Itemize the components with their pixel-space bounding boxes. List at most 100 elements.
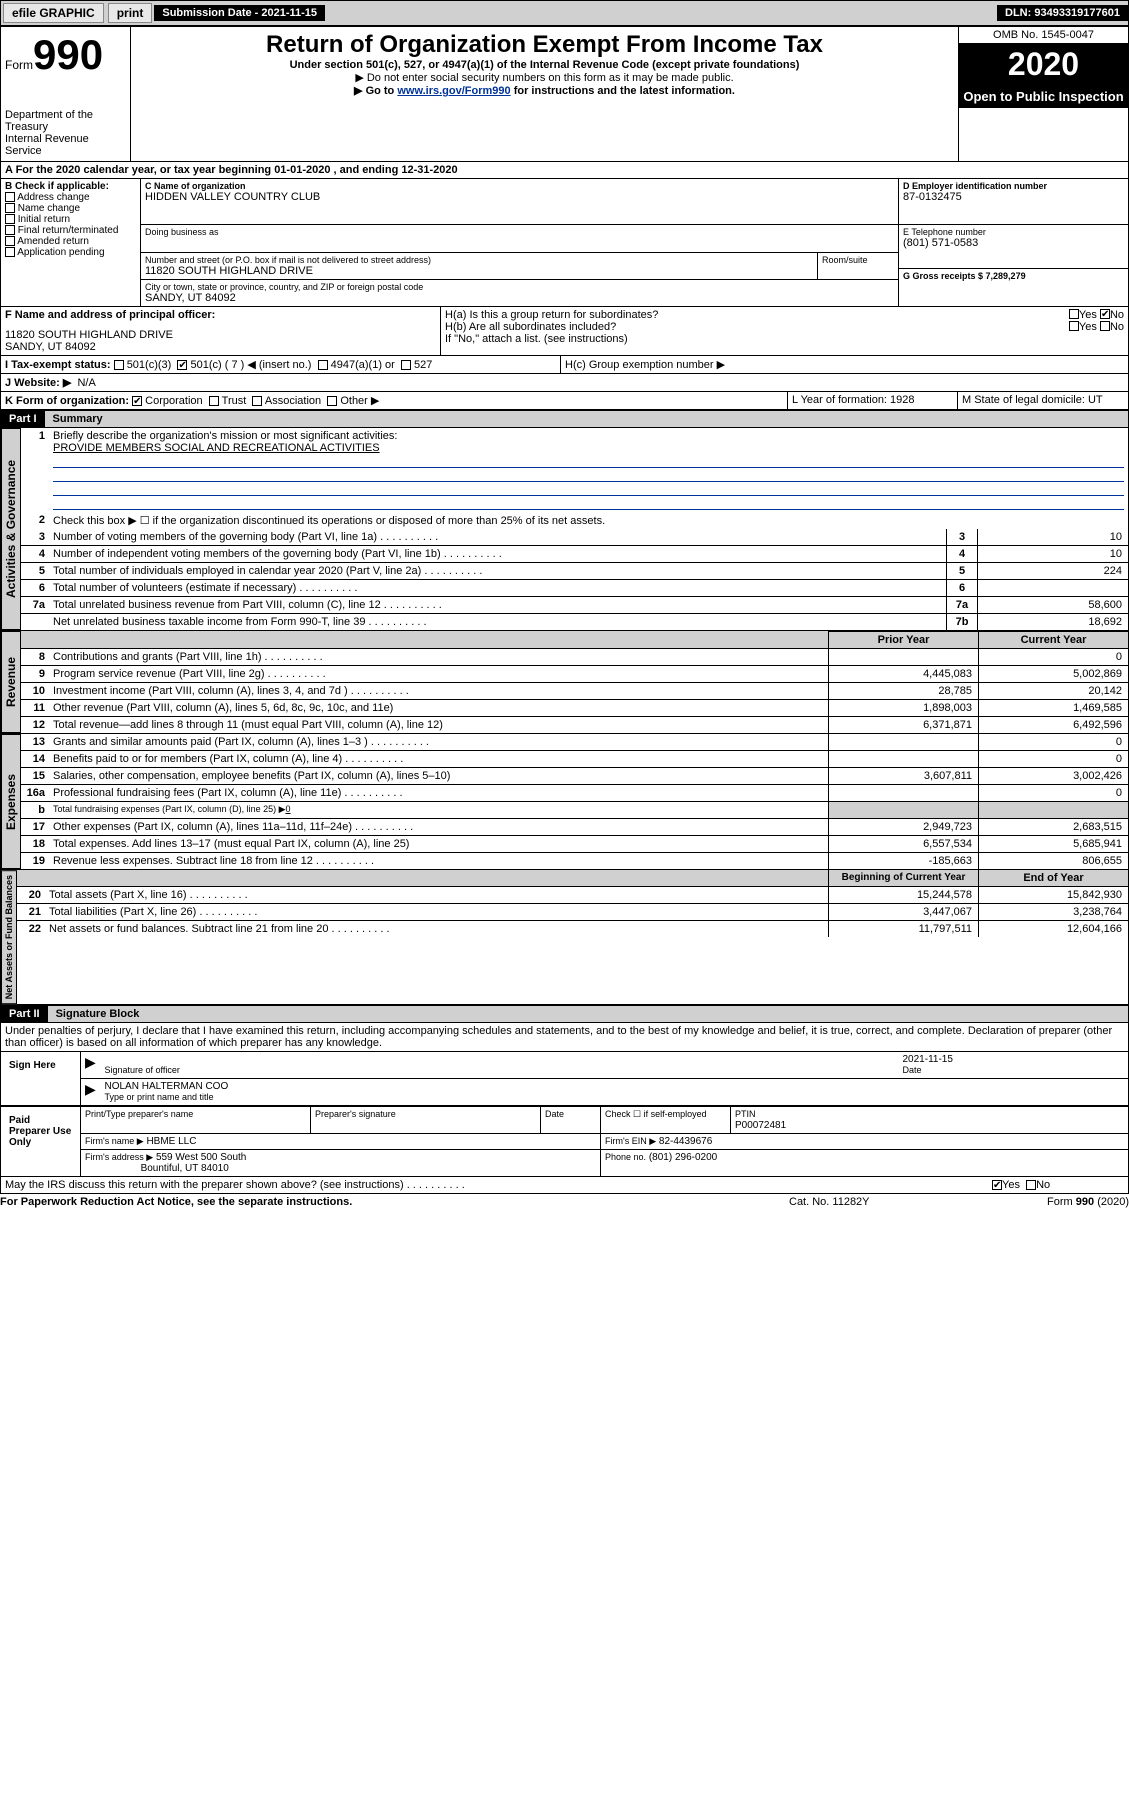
eoy-hdr: End of Year — [978, 870, 1128, 886]
preparer-sig-label: Preparer's signature — [315, 1109, 396, 1119]
k-trust[interactable] — [209, 396, 219, 406]
inspection-label: Open to Public Inspection — [959, 85, 1128, 108]
chk-app-pending[interactable] — [5, 247, 15, 257]
firm-addr-label: Firm's address ▶ — [85, 1152, 153, 1162]
page-footer: For Paperwork Reduction Act Notice, see … — [0, 1194, 1129, 1210]
k-corp[interactable] — [132, 396, 142, 406]
l7a-label: Total unrelated business revenue from Pa… — [49, 597, 946, 613]
part1-hdr: Part I — [1, 411, 45, 427]
org-name: HIDDEN VALLEY COUNTRY CLUB — [145, 191, 894, 203]
hb-yes[interactable] — [1069, 321, 1079, 331]
chk-final-return[interactable] — [5, 225, 15, 235]
ha-yes[interactable] — [1069, 309, 1079, 319]
i-501c3-lbl: 501(c)(3) — [127, 359, 172, 371]
chk-amended[interactable] — [5, 236, 15, 246]
ha-yes-lbl: Yes — [1079, 309, 1097, 321]
i-501c3[interactable] — [114, 360, 124, 370]
l21-eoy: 3,238,764 — [978, 904, 1128, 920]
dept-line2: Internal Revenue Service — [5, 133, 126, 157]
submission-date-label: Submission Date - 2021-11-15 — [154, 5, 325, 21]
l3-label: Number of voting members of the governin… — [49, 529, 946, 545]
l22-boy: 11,797,511 — [828, 921, 978, 937]
efile-button[interactable]: efile GRAPHIC — [3, 3, 104, 23]
l11-cy: 1,469,585 — [978, 700, 1128, 716]
hb-no-lbl: No — [1110, 321, 1124, 333]
instructions-link[interactable]: www.irs.gov/Form990 — [397, 85, 510, 97]
l14-cy: 0 — [978, 751, 1128, 767]
firm-addr2: Bountiful, UT 84010 — [141, 1163, 229, 1174]
discuss-yes[interactable] — [992, 1180, 1002, 1190]
lbl-amended: Amended return — [17, 236, 89, 247]
l4-value: 10 — [978, 546, 1128, 562]
part2-title: Signature Block — [48, 1006, 1128, 1022]
prior-year-hdr: Prior Year — [828, 631, 978, 648]
preparer-date-label: Date — [545, 1109, 564, 1119]
l18-label: Total expenses. Add lines 13–17 (must eq… — [49, 836, 828, 852]
discuss-no[interactable] — [1026, 1180, 1036, 1190]
l10-py: 28,785 — [828, 683, 978, 699]
phone: (801) 571-0583 — [903, 237, 1124, 249]
dept-line1: Department of the Treasury — [5, 109, 126, 133]
l1-label: Briefly describe the organization's miss… — [53, 430, 397, 442]
l12-py: 6,371,871 — [828, 717, 978, 733]
l16b-label: Total fundraising expenses (Part IX, col… — [53, 804, 286, 814]
sign-here-table: Sign Here ▶ Signature of officer 2021-11… — [0, 1051, 1129, 1106]
addr-label: Number and street (or P.O. box if mail i… — [145, 255, 813, 265]
box-b-header: B Check if applicable: — [5, 181, 136, 192]
l8-py — [828, 649, 978, 665]
print-button[interactable]: print — [108, 3, 153, 23]
l18-py: 6,557,534 — [828, 836, 978, 852]
l6-label: Total number of volunteers (estimate if … — [49, 580, 946, 596]
l19-py: -185,663 — [828, 853, 978, 869]
firm-phone-label: Phone no. — [605, 1152, 646, 1162]
line-a: A For the 2020 calendar year, or tax yea… — [1, 162, 1128, 178]
form-header: Form990 Department of the Treasury Inter… — [0, 26, 1129, 162]
footer-right: Form 990 (2020) — [989, 1196, 1129, 1208]
tab-net-assets: Net Assets or Fund Balances — [1, 870, 17, 1004]
box-i-label: I Tax-exempt status: — [5, 359, 111, 371]
chk-name-change[interactable] — [5, 203, 15, 213]
firm-addr1: 559 West 500 South — [156, 1152, 246, 1163]
part2-header: Part II Signature Block — [0, 1005, 1129, 1023]
l14-py — [828, 751, 978, 767]
arrow-icon: ▶ — [85, 1054, 96, 1070]
ha-no[interactable] — [1100, 309, 1110, 319]
i-527[interactable] — [401, 360, 411, 370]
tab-expenses: Expenses — [1, 734, 21, 869]
org-city: SANDY, UT 84092 — [145, 292, 894, 304]
sign-here-label: Sign Here — [1, 1052, 81, 1106]
box-j-label: J Website: ▶ — [5, 377, 71, 389]
k-other[interactable] — [327, 396, 337, 406]
i-4947[interactable] — [318, 360, 328, 370]
paid-preparer-table: Paid Preparer Use Only Print/Type prepar… — [0, 1106, 1129, 1177]
l10-label: Investment income (Part VIII, column (A)… — [49, 683, 828, 699]
k-corp-lbl: Corporation — [145, 395, 202, 407]
i-501c[interactable] — [177, 360, 187, 370]
l8-label: Contributions and grants (Part VIII, lin… — [49, 649, 828, 665]
l20-boy: 15,244,578 — [828, 887, 978, 903]
footer-left: For Paperwork Reduction Act Notice, see … — [0, 1196, 789, 1208]
lbl-final-return: Final return/terminated — [18, 225, 119, 236]
l16a-cy: 0 — [978, 785, 1128, 801]
firm-ein: 82-4439676 — [659, 1136, 712, 1147]
dba-label: Doing business as — [145, 227, 894, 237]
dln-label: DLN: 93493319177601 — [997, 5, 1128, 21]
sig-date-label: Date — [903, 1065, 922, 1075]
l20-eoy: 15,842,930 — [978, 887, 1128, 903]
ha-no-lbl: No — [1110, 309, 1124, 321]
officer-name-label: Type or print name and title — [105, 1092, 214, 1102]
l16b-value: 0 — [286, 804, 291, 814]
l6-value — [978, 580, 1128, 596]
footer-mid: Cat. No. 11282Y — [789, 1196, 989, 1208]
box-g: G Gross receipts $ 7,289,279 — [903, 271, 1124, 281]
org-address: 11820 SOUTH HIGHLAND DRIVE — [145, 265, 813, 277]
l9-py: 4,445,083 — [828, 666, 978, 682]
l4-label: Number of independent voting members of … — [49, 546, 946, 562]
i-527-lbl: 527 — [414, 359, 432, 371]
chk-initial-return[interactable] — [5, 214, 15, 224]
k-assoc[interactable] — [252, 396, 262, 406]
l15-py: 3,607,811 — [828, 768, 978, 784]
hb-no[interactable] — [1100, 321, 1110, 331]
discuss-no-lbl: No — [1036, 1179, 1050, 1191]
chk-address-change[interactable] — [5, 192, 15, 202]
